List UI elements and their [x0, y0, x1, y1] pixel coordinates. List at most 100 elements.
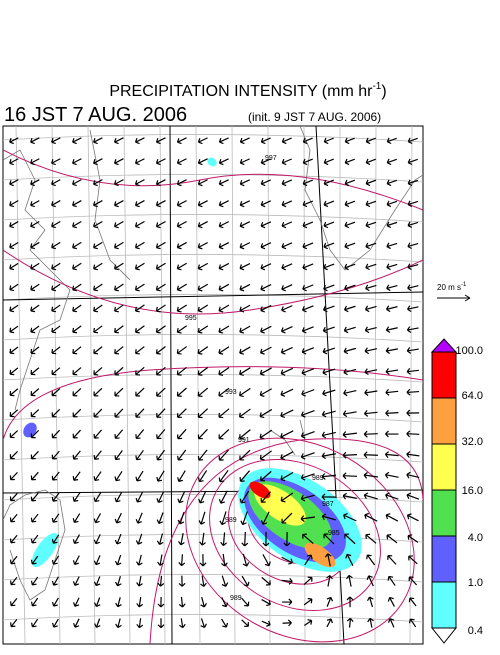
wind-arrow: [72, 158, 82, 166]
wind-arrow: [406, 451, 420, 458]
wind-arrow: [51, 283, 61, 292]
wind-arrow: [407, 158, 418, 166]
wind-arrow: [30, 534, 39, 544]
init-time: (init. 9 JST 7 AUG. 2006): [248, 110, 381, 124]
precip-area: [31, 532, 59, 568]
wind-arrow: [197, 346, 209, 355]
wind-arrow: [51, 576, 59, 586]
wind-arrow: [135, 408, 145, 418]
wind-arrow: [51, 346, 61, 355]
wind-arrow: [322, 347, 336, 355]
wind-arrow: [302, 305, 314, 313]
wind-arrow: [30, 262, 40, 271]
reference-head: [464, 294, 471, 302]
wind-arrow: [157, 618, 165, 629]
wind-arrow: [260, 284, 272, 292]
wind-arrow: [321, 513, 336, 521]
wind-arrow: [363, 430, 378, 438]
wind-arrow: [176, 366, 187, 376]
wind-arrow: [239, 346, 251, 355]
wind-arrow: [343, 326, 356, 334]
wind-arrow: [239, 221, 251, 229]
wind-arrow: [177, 408, 187, 418]
wind-arrow: [218, 387, 230, 398]
wind-arrow: [72, 597, 80, 607]
wind-arrow: [136, 575, 143, 587]
wind-arrow: [281, 179, 292, 187]
wind-arrow: [324, 553, 332, 567]
wind-arrow: [135, 387, 145, 397]
wind-arrow: [326, 575, 333, 587]
colorbar-bottom: [430, 627, 458, 644]
wind-arrow: [259, 388, 273, 397]
precip-area: [304, 542, 336, 568]
isobar-label: 985: [328, 530, 340, 537]
wind-reference-text: 20 m s: [437, 283, 461, 292]
wind-arrow: [240, 511, 248, 526]
wind-arrow: [93, 513, 102, 524]
wind-arrow: [282, 598, 293, 606]
colorbar: [430, 338, 458, 644]
wind-arrow: [408, 576, 418, 586]
wind-arrow: [365, 179, 377, 187]
wind-arrow: [262, 531, 270, 547]
wind-arrow: [114, 137, 124, 145]
wind-arrow: [114, 408, 124, 418]
wind-arrow: [281, 221, 293, 229]
wind-arrow: [386, 179, 398, 187]
grid-lat: [3, 454, 423, 463]
colorbar-label: 4.0: [468, 532, 483, 544]
wind-arrow: [197, 262, 209, 271]
wind-arrow: [218, 221, 229, 229]
wind-arrow: [304, 554, 313, 566]
colorbar-label: 64.0: [462, 390, 483, 402]
wind-arrow: [136, 618, 144, 629]
wind-arrow: [344, 137, 355, 145]
wind-arrow: [155, 366, 166, 376]
wind-arrow: [280, 367, 294, 376]
wind-arrow: [93, 555, 101, 566]
wind-arrow: [30, 429, 40, 439]
wind-arrow: [72, 576, 80, 586]
wind-arrow: [323, 158, 334, 166]
wind-arrow: [218, 490, 228, 504]
wind-arrow: [260, 491, 272, 503]
wind-arrow: [322, 389, 336, 397]
wind-arrow: [260, 158, 271, 166]
wind-arrow: [283, 531, 291, 547]
wind-arrow: [384, 471, 399, 479]
wind-arrow: [384, 451, 399, 459]
wind-arrow: [261, 620, 271, 627]
wind-arrow: [321, 473, 337, 480]
wind-arrow: [197, 200, 208, 208]
wind-arrow: [155, 241, 166, 250]
wind-arrow: [303, 597, 313, 606]
wind-arrow: [155, 137, 166, 145]
wind-arrow: [365, 533, 377, 544]
wind-arrow: [93, 492, 102, 503]
colorbar-label: 16.0: [462, 485, 483, 497]
wind-arrow: [200, 618, 207, 629]
wind-arrow: [134, 200, 145, 208]
wind-arrow: [343, 347, 357, 355]
wind-arrow: [261, 599, 271, 607]
colorbar-top: [430, 338, 458, 353]
wind-arrow: [281, 158, 292, 166]
wind-arrow: [260, 137, 271, 145]
wind-arrow: [241, 575, 250, 587]
wind-arrow: [93, 200, 103, 208]
wind-arrow: [51, 555, 60, 565]
wind-arrow: [199, 554, 207, 567]
wind-arrow: [218, 346, 230, 355]
wind-arrow: [197, 221, 208, 229]
wind-arrow: [387, 618, 395, 628]
wind-arrow: [342, 431, 358, 438]
wind-arrow: [385, 492, 399, 500]
wind-arrow: [344, 200, 356, 208]
wind-arrow: [385, 326, 398, 334]
wind-arrow: [200, 596, 207, 608]
wind-arrow: [302, 200, 314, 208]
wind-arrow: [281, 512, 293, 524]
wind-arrow: [218, 137, 229, 145]
reference-line: [3, 489, 423, 494]
